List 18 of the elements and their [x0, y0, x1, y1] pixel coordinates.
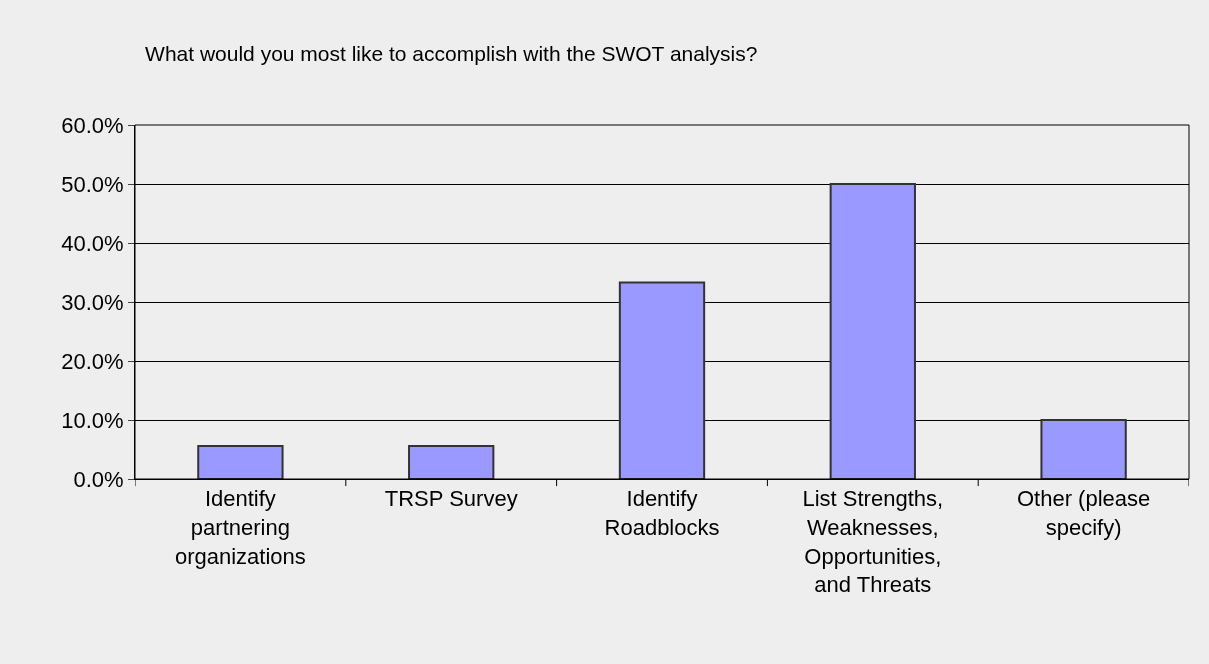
- bar: [829, 183, 916, 479]
- x-tick-label: TRSP Survey: [384, 486, 518, 512]
- y-tick-label: 20.0%: [61, 348, 124, 374]
- y-tick-label: 50.0%: [61, 171, 124, 197]
- y-tick-label: 40.0%: [61, 230, 124, 256]
- y-tick-label: 10.0%: [61, 407, 124, 433]
- y-tick-label: 30.0%: [61, 289, 124, 315]
- bar: [408, 444, 495, 479]
- x-tick-label: Other (please specify): [1016, 486, 1151, 540]
- bar: [618, 281, 706, 479]
- y-tick-label: 0.0%: [73, 466, 124, 492]
- x-tick-label: Identify partnering organizations: [174, 486, 306, 569]
- chart-title: What would you most like to accomplish with the SWOT analysis?: [145, 42, 758, 66]
- bar: [1040, 419, 1127, 479]
- x-tick-label: Identify Roadblocks: [604, 486, 720, 540]
- x-tick-label: List Strengths, Weaknesses, Opportunities, and Threats: [802, 486, 944, 598]
- y-tick-label: 60.0%: [61, 112, 124, 138]
- bar: [197, 444, 284, 479]
